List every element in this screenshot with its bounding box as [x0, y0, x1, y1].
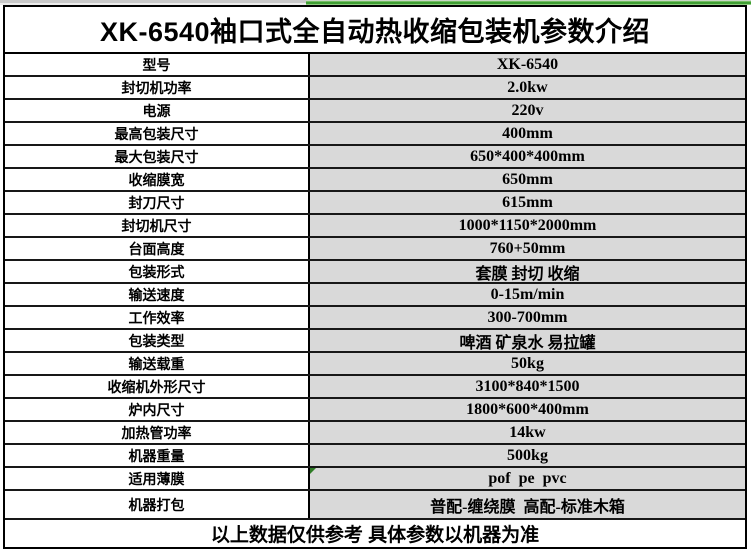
- table-row: 收缩机外形尺寸 3100*840*1500: [5, 376, 745, 399]
- param-value-text: 400mm: [502, 124, 553, 142]
- param-value-text: 300-700mm: [487, 308, 568, 326]
- spec-table: XK-6540袖口式全自动热收缩包装机参数介绍 型号 XK-6540 封切机功率…: [3, 5, 747, 549]
- param-label: 炉内尺寸: [5, 399, 310, 420]
- param-value: 1000*1150*2000mm: [310, 215, 745, 236]
- param-value: 0-15m/min: [310, 284, 745, 305]
- table-row: 封切机尺寸 1000*1150*2000mm: [5, 215, 745, 238]
- param-value-text: 套膜 封切 收缩: [475, 265, 580, 283]
- table-row: 型号 XK-6540: [5, 54, 745, 77]
- table-row: 炉内尺寸 1800*600*400mm: [5, 399, 745, 422]
- param-value-text: 220v: [511, 101, 544, 119]
- param-label: 包装类型: [5, 330, 310, 351]
- param-label: 输送速度: [5, 284, 310, 305]
- param-value: 400mm: [310, 123, 745, 144]
- param-value: 3100*840*1500: [310, 376, 745, 397]
- top-green-strip: [306, 0, 751, 5]
- param-value-text: 2.0kw: [507, 78, 548, 96]
- param-label: 台面高度: [5, 238, 310, 259]
- param-value: 220v: [310, 100, 745, 121]
- param-label: 封刀尺寸: [5, 192, 310, 213]
- table-row: 封刀尺寸 615mm: [5, 192, 745, 215]
- table-row: 最高包装尺寸 400mm: [5, 123, 745, 146]
- table-row: 输送速度 0-15m/min: [5, 284, 745, 307]
- param-value-text: 1800*600*400mm: [466, 400, 589, 418]
- param-value-text: 0-15m/min: [490, 285, 565, 303]
- param-value: 650*400*400mm: [310, 146, 745, 167]
- param-label: 收缩机外形尺寸: [5, 376, 310, 397]
- table-row: 输送载重 50kg: [5, 353, 745, 376]
- table-row: 加热管功率 14kw: [5, 422, 745, 445]
- param-value-text: 615mm: [502, 193, 553, 211]
- param-label: 机器重量: [5, 445, 310, 466]
- param-label: 加热管功率: [5, 422, 310, 443]
- table-row: 包装类型 啤酒 矿泉水 易拉罐: [5, 330, 745, 353]
- param-value: XK-6540: [310, 54, 745, 75]
- table-row: 电源 220v: [5, 100, 745, 123]
- param-value-text: pof pe pvc: [488, 469, 567, 487]
- param-value-text: 650*400*400mm: [470, 147, 585, 165]
- param-value-text: 3100*840*1500: [475, 377, 580, 395]
- top-strip: [0, 0, 751, 5]
- param-value: 500kg: [310, 445, 745, 466]
- param-value-text: 650mm: [502, 170, 553, 188]
- param-value: 760+50mm: [310, 238, 745, 259]
- param-value-text: 500kg: [507, 446, 548, 464]
- table-row: 台面高度 760+50mm: [5, 238, 745, 261]
- param-label: 电源: [5, 100, 310, 121]
- param-label: 最大包装尺寸: [5, 146, 310, 167]
- param-value: 普配-缠绕膜 高配-标准木箱: [310, 491, 745, 518]
- param-label: 输送载重: [5, 353, 310, 374]
- param-label: 最高包装尺寸: [5, 123, 310, 144]
- param-value-text: 50kg: [511, 354, 544, 372]
- param-value: 1800*600*400mm: [310, 399, 745, 420]
- param-value-text: 普配-缠绕膜 高配-标准木箱: [430, 498, 625, 516]
- table-row: 适用薄膜 pof pe pvc: [5, 468, 745, 491]
- param-value-text: 14kw: [509, 423, 546, 441]
- table-row: 工作效率 300-700mm: [5, 307, 745, 330]
- param-value-text: 1000*1150*2000mm: [458, 216, 597, 234]
- param-value: 50kg: [310, 353, 745, 374]
- param-label: 工作效率: [5, 307, 310, 328]
- param-value: 啤酒 矿泉水 易拉罐: [310, 330, 745, 351]
- page-title: XK-6540袖口式全自动热收缩包装机参数介绍: [5, 7, 745, 54]
- table-row: 包装形式 套膜 封切 收缩: [5, 261, 745, 284]
- param-value: 套膜 封切 收缩: [310, 261, 745, 282]
- table-row: 最大包装尺寸 650*400*400mm: [5, 146, 745, 169]
- param-value: pof pe pvc: [310, 468, 745, 489]
- param-value-text: XK-6540: [496, 55, 559, 73]
- table-row: 机器打包 普配-缠绕膜 高配-标准木箱: [5, 491, 745, 520]
- table-row: 封切机功率 2.0kw: [5, 77, 745, 100]
- table-row: 机器重量 500kg: [5, 445, 745, 468]
- param-value: 2.0kw: [310, 77, 745, 98]
- param-label: 封切机尺寸: [5, 215, 310, 236]
- param-label: 适用薄膜: [5, 468, 310, 489]
- footer-note: 以上数据仅供参考 具体参数以机器为准: [5, 520, 745, 547]
- param-label: 型号: [5, 54, 310, 75]
- param-value: 14kw: [310, 422, 745, 443]
- top-gray-strip: [0, 0, 306, 5]
- param-value: 650mm: [310, 169, 745, 190]
- error-check-triangle-icon: [310, 468, 316, 474]
- param-value: 615mm: [310, 192, 745, 213]
- param-label: 包装形式: [5, 261, 310, 282]
- param-value-text: 760+50mm: [489, 239, 566, 257]
- param-value: 300-700mm: [310, 307, 745, 328]
- table-row: 收缩膜宽 650mm: [5, 169, 745, 192]
- param-value-text: 啤酒 矿泉水 易拉罐: [459, 334, 596, 352]
- param-label: 封切机功率: [5, 77, 310, 98]
- param-label: 收缩膜宽: [5, 169, 310, 190]
- param-label: 机器打包: [5, 491, 310, 518]
